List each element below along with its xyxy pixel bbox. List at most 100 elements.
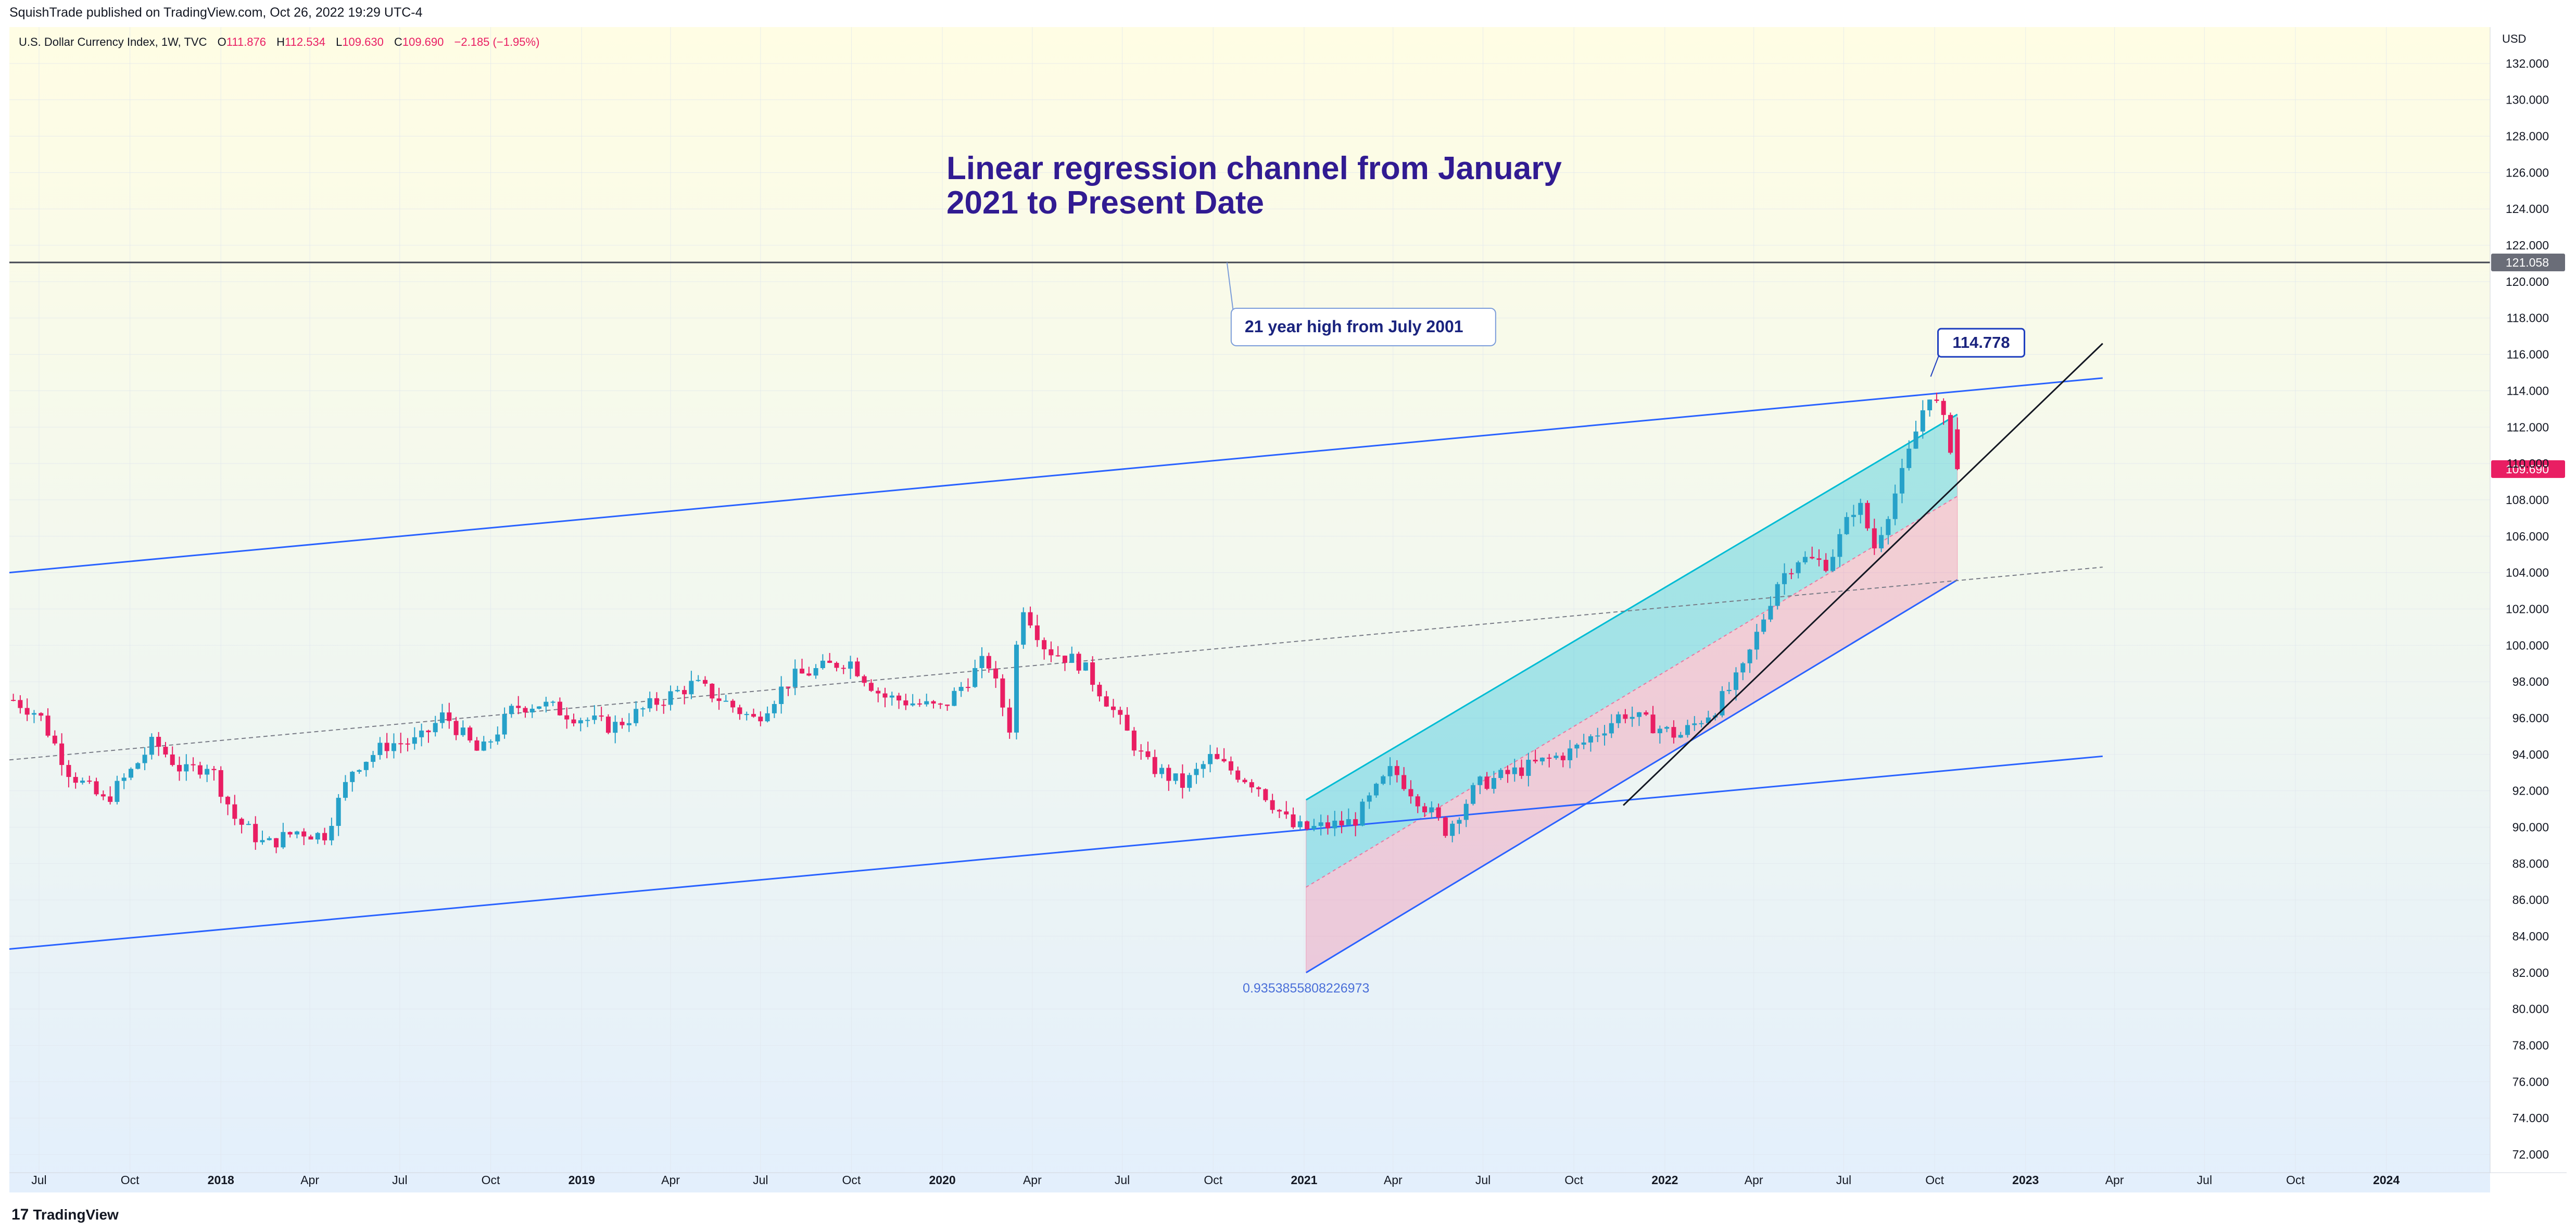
candle-body <box>1581 742 1586 745</box>
time-axis[interactable]: Jul Oct 2018 Apr Jul Oct 2019 Apr Jul Oct 2020 Apr J… <box>9 1172 2567 1187</box>
x-tick-label: Jul <box>2197 1173 2212 1187</box>
candle-body <box>758 717 763 722</box>
candle-body <box>1104 696 1109 707</box>
candle-body <box>1678 735 1683 738</box>
candle-body <box>1125 714 1130 731</box>
candle-body <box>1872 528 1877 549</box>
candle-body <box>1512 767 1517 774</box>
candle-body <box>274 838 279 848</box>
candle-body <box>696 680 701 681</box>
candle-body <box>474 740 479 751</box>
candle-body <box>1221 759 1227 762</box>
candle-body <box>537 706 542 709</box>
candle-body <box>1692 723 1697 725</box>
candle-body <box>287 832 293 835</box>
candle-body <box>1858 503 1863 515</box>
candle-body <box>377 743 383 755</box>
candle-body <box>744 714 749 715</box>
candle-body <box>315 833 320 840</box>
candle-body <box>1457 820 1462 824</box>
candle-body <box>1941 400 1946 415</box>
candle-body <box>952 690 957 706</box>
candle-body <box>1429 807 1434 812</box>
candle-body <box>544 701 549 707</box>
candle-body <box>973 668 978 687</box>
candle-body <box>329 826 334 840</box>
candle-body <box>1892 493 1898 519</box>
candle-body <box>433 723 438 733</box>
candle-body <box>1118 710 1123 715</box>
candle-body <box>170 754 175 765</box>
grid <box>9 27 2490 1173</box>
candle-body <box>1865 503 1870 529</box>
candlestick-chart[interactable]: 121.058 109.690 Linear regression channel … <box>9 27 2567 1192</box>
candle-body <box>260 840 265 843</box>
candle-body <box>1547 757 1552 759</box>
candle-body <box>1173 773 1178 781</box>
candle-body <box>1014 645 1019 733</box>
candle-body <box>197 765 203 775</box>
candle-body <box>578 720 583 724</box>
candle-body <box>1387 766 1393 776</box>
candle-body <box>1415 796 1420 807</box>
y-tick-label: 132.000 <box>2506 57 2549 70</box>
candle-body <box>1636 712 1641 717</box>
low-value: 109.630 <box>342 35 384 48</box>
candle-body <box>1346 819 1351 826</box>
y-tick-label: 90.000 <box>2512 821 2549 834</box>
price-axis[interactable]: 72.000 74.000 76.000 78.000 80.000 82.000 84.0… <box>2490 27 2549 1173</box>
candle-body <box>620 722 625 725</box>
tradingview-logo-text: TradingView <box>33 1207 119 1223</box>
x-tick-label: Jul <box>753 1173 768 1187</box>
y-tick-label: 122.000 <box>2506 238 2549 252</box>
candle-body <box>281 832 286 848</box>
candle-body <box>938 704 943 705</box>
candle-body <box>1311 826 1317 830</box>
x-tick-label: 2018 <box>208 1173 234 1187</box>
x-tick-label: 2019 <box>569 1173 595 1187</box>
candle-body <box>108 796 113 802</box>
currency-label: USD <box>2502 32 2526 45</box>
chart-frame[interactable]: 121.058 109.690 Linear regression channel … <box>9 27 2567 1192</box>
candle-body <box>1436 807 1441 818</box>
candle-body <box>1180 773 1185 788</box>
trend-line <box>1623 343 2103 806</box>
candle-body <box>1471 785 1476 804</box>
x-tick-label: 2024 <box>2373 1173 2400 1187</box>
candle-body <box>39 713 44 716</box>
candle-body <box>1291 814 1296 827</box>
candle-body <box>115 781 120 802</box>
candle-body <box>129 769 134 778</box>
candle-body <box>52 735 57 744</box>
regression-upper-line <box>1305 413 1958 801</box>
candle-body <box>1706 717 1711 723</box>
candle-body <box>412 737 417 744</box>
candle-body <box>910 703 915 706</box>
title-annotation-line: 2021 to Present Date <box>946 185 1264 221</box>
last-price-tag <box>2491 460 2565 478</box>
tradingview-logo[interactable]: 17 TradingView <box>11 1206 119 1224</box>
candle-body <box>18 700 23 708</box>
tradingview-logo-icon: 17 <box>11 1206 29 1223</box>
candle-body <box>661 705 666 706</box>
high-label: H <box>276 35 285 48</box>
y-tick-label: 130.000 <box>2506 93 2549 107</box>
regression-coefficient-label: 0.9353855808226973 <box>1243 981 1369 996</box>
y-tick-label: 128.000 <box>2506 130 2549 143</box>
candle-body <box>1062 656 1067 663</box>
candle-body <box>94 781 99 795</box>
outer-channel-middle <box>9 567 2103 761</box>
candle-body <box>564 715 570 720</box>
y-tick-label: 88.000 <box>2512 857 2549 870</box>
candle-body <box>135 763 141 769</box>
candle-body <box>1554 756 1559 758</box>
candle-body <box>516 706 521 708</box>
candle-body <box>440 712 445 723</box>
candle-body <box>634 709 639 723</box>
candle-body <box>1948 414 1953 453</box>
y-tick-label: 126.000 <box>2506 166 2549 179</box>
candle-body <box>529 709 535 713</box>
regression-lower-fill <box>1306 496 1958 973</box>
x-tick-label: Apr <box>661 1173 680 1187</box>
candle-body <box>1955 429 1960 469</box>
